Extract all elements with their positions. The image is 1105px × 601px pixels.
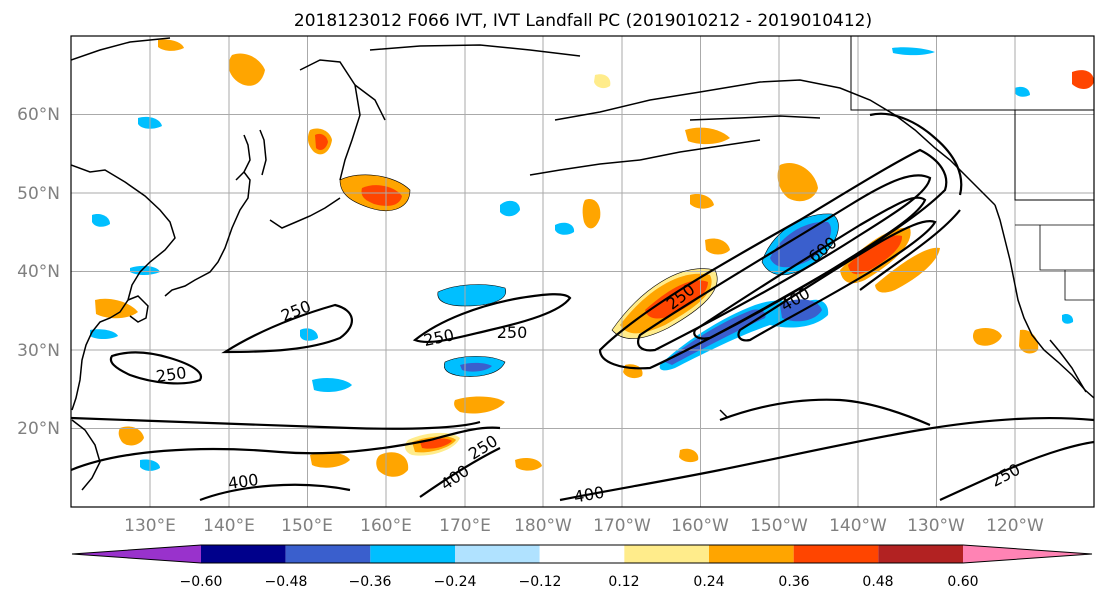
figure-title: 2018123012 F066 IVT, IVT Landfall PC (20… xyxy=(294,11,872,31)
colorbar-segment xyxy=(624,545,709,563)
contour-label: 250 xyxy=(155,363,188,386)
colorbar-segment xyxy=(370,545,455,563)
latitude-labels: 60°N 50°N 40°N 30°N 20°N xyxy=(17,105,60,439)
shade-patch xyxy=(118,426,144,446)
lon-tick-label: 120°W xyxy=(986,516,1044,536)
shade-patch xyxy=(376,452,409,477)
shade-patch xyxy=(130,265,160,275)
colorbar-tick-label: 0.12 xyxy=(608,574,639,590)
shade-patch xyxy=(95,298,138,319)
shade-patch xyxy=(315,133,328,150)
lon-tick-label: 150°W xyxy=(750,516,808,536)
colorbar-tick-label: 0.60 xyxy=(947,574,978,590)
colorbar-segment xyxy=(793,545,879,563)
colorbar-segment xyxy=(455,545,540,563)
contour-label: 400 xyxy=(227,470,260,493)
colorbar-segments xyxy=(71,544,1093,564)
colorbar-segment xyxy=(539,545,625,563)
shade-patch xyxy=(300,328,318,341)
lat-tick-label: 30°N xyxy=(17,341,60,361)
shade-patch xyxy=(770,221,832,268)
colorbar-segment xyxy=(963,545,1092,563)
lon-tick-label: 150°E xyxy=(281,516,333,536)
shade-patch xyxy=(310,452,350,468)
graticule xyxy=(71,36,1094,507)
colorbar: −0.60 −0.48 −0.36 −0.24 −0.12 0.12 0.24 … xyxy=(71,544,1093,590)
colorbar-labels: −0.60 −0.48 −0.36 −0.24 −0.12 0.12 0.24 … xyxy=(180,574,979,590)
shade-patch xyxy=(875,247,940,293)
colorbar-tick-label: −0.48 xyxy=(265,574,308,590)
colorbar-segment xyxy=(201,545,286,563)
lat-tick-label: 40°N xyxy=(17,262,60,282)
ivt-contours xyxy=(71,112,1094,502)
shade-patch xyxy=(312,377,352,393)
colorbar-segment xyxy=(72,545,201,563)
shade-patch xyxy=(437,284,506,306)
shade-patch xyxy=(1015,86,1030,97)
shade-patch xyxy=(892,47,935,56)
shade-patch xyxy=(1062,313,1074,324)
shade-patch xyxy=(690,194,714,209)
map-panel: 250 250 250 250 250 250 250 400 400 400 … xyxy=(70,35,1095,508)
shade-patch xyxy=(515,458,542,471)
colorbar-outline xyxy=(71,544,1093,564)
shade-patch xyxy=(848,235,903,275)
shade-patch xyxy=(645,280,708,319)
shade-patch xyxy=(705,238,730,255)
longitude-labels: 130°E 140°E 150°E 160°E 170°E 180°W 170°… xyxy=(124,516,1044,536)
lat-tick-label: 50°N xyxy=(17,184,60,204)
shade-patch xyxy=(1072,70,1094,89)
shade-patch xyxy=(460,362,492,372)
lon-tick-label: 170°E xyxy=(439,516,491,536)
shade-patch xyxy=(972,328,1002,346)
shade-patch xyxy=(500,200,520,217)
shade-patch xyxy=(685,127,730,145)
coastlines xyxy=(71,36,1094,491)
shade-patch xyxy=(90,329,118,339)
contour-label: 250 xyxy=(497,323,528,342)
lon-tick-label: 170°W xyxy=(593,516,651,536)
shade-patch xyxy=(582,199,601,229)
lon-tick-label: 160°W xyxy=(671,516,729,536)
shade-patch xyxy=(92,214,110,227)
colorbar-segment xyxy=(285,545,371,563)
colorbar-tick-label: −0.36 xyxy=(349,574,392,590)
colorbar-tick-label: −0.12 xyxy=(519,574,562,590)
lat-tick-label: 60°N xyxy=(17,105,60,125)
colorbar-tick-label: −0.60 xyxy=(180,574,223,590)
lon-tick-label: 180°W xyxy=(514,516,572,536)
lon-tick-label: 130°W xyxy=(907,516,965,536)
colorbar-tick-label: −0.24 xyxy=(434,574,477,590)
colorbar-tick-label: 0.48 xyxy=(862,574,893,590)
lon-tick-label: 140°E xyxy=(203,516,255,536)
colorbar-segment xyxy=(878,545,963,563)
shade-patch xyxy=(361,185,402,206)
lon-tick-label: 140°W xyxy=(829,516,887,536)
lon-tick-label: 130°E xyxy=(124,516,176,536)
shade-patch xyxy=(665,309,766,365)
shade-patch xyxy=(228,53,265,86)
shade-patch xyxy=(594,74,611,89)
colorbar-tick-label: 0.36 xyxy=(778,574,809,590)
negative-anomaly-patches xyxy=(90,47,1074,471)
shade-patch xyxy=(454,396,505,414)
shade-patch xyxy=(158,39,184,51)
colorbar-tick-label: 0.24 xyxy=(693,574,724,590)
shade-patch xyxy=(777,162,818,202)
colorbar-segment xyxy=(709,545,794,563)
lat-tick-label: 20°N xyxy=(17,419,60,439)
lon-tick-label: 160°E xyxy=(360,516,412,536)
shade-patch xyxy=(555,222,575,235)
positive-anomaly-patches xyxy=(95,39,1094,477)
shade-patch xyxy=(679,448,699,463)
map-frame xyxy=(70,35,1095,508)
